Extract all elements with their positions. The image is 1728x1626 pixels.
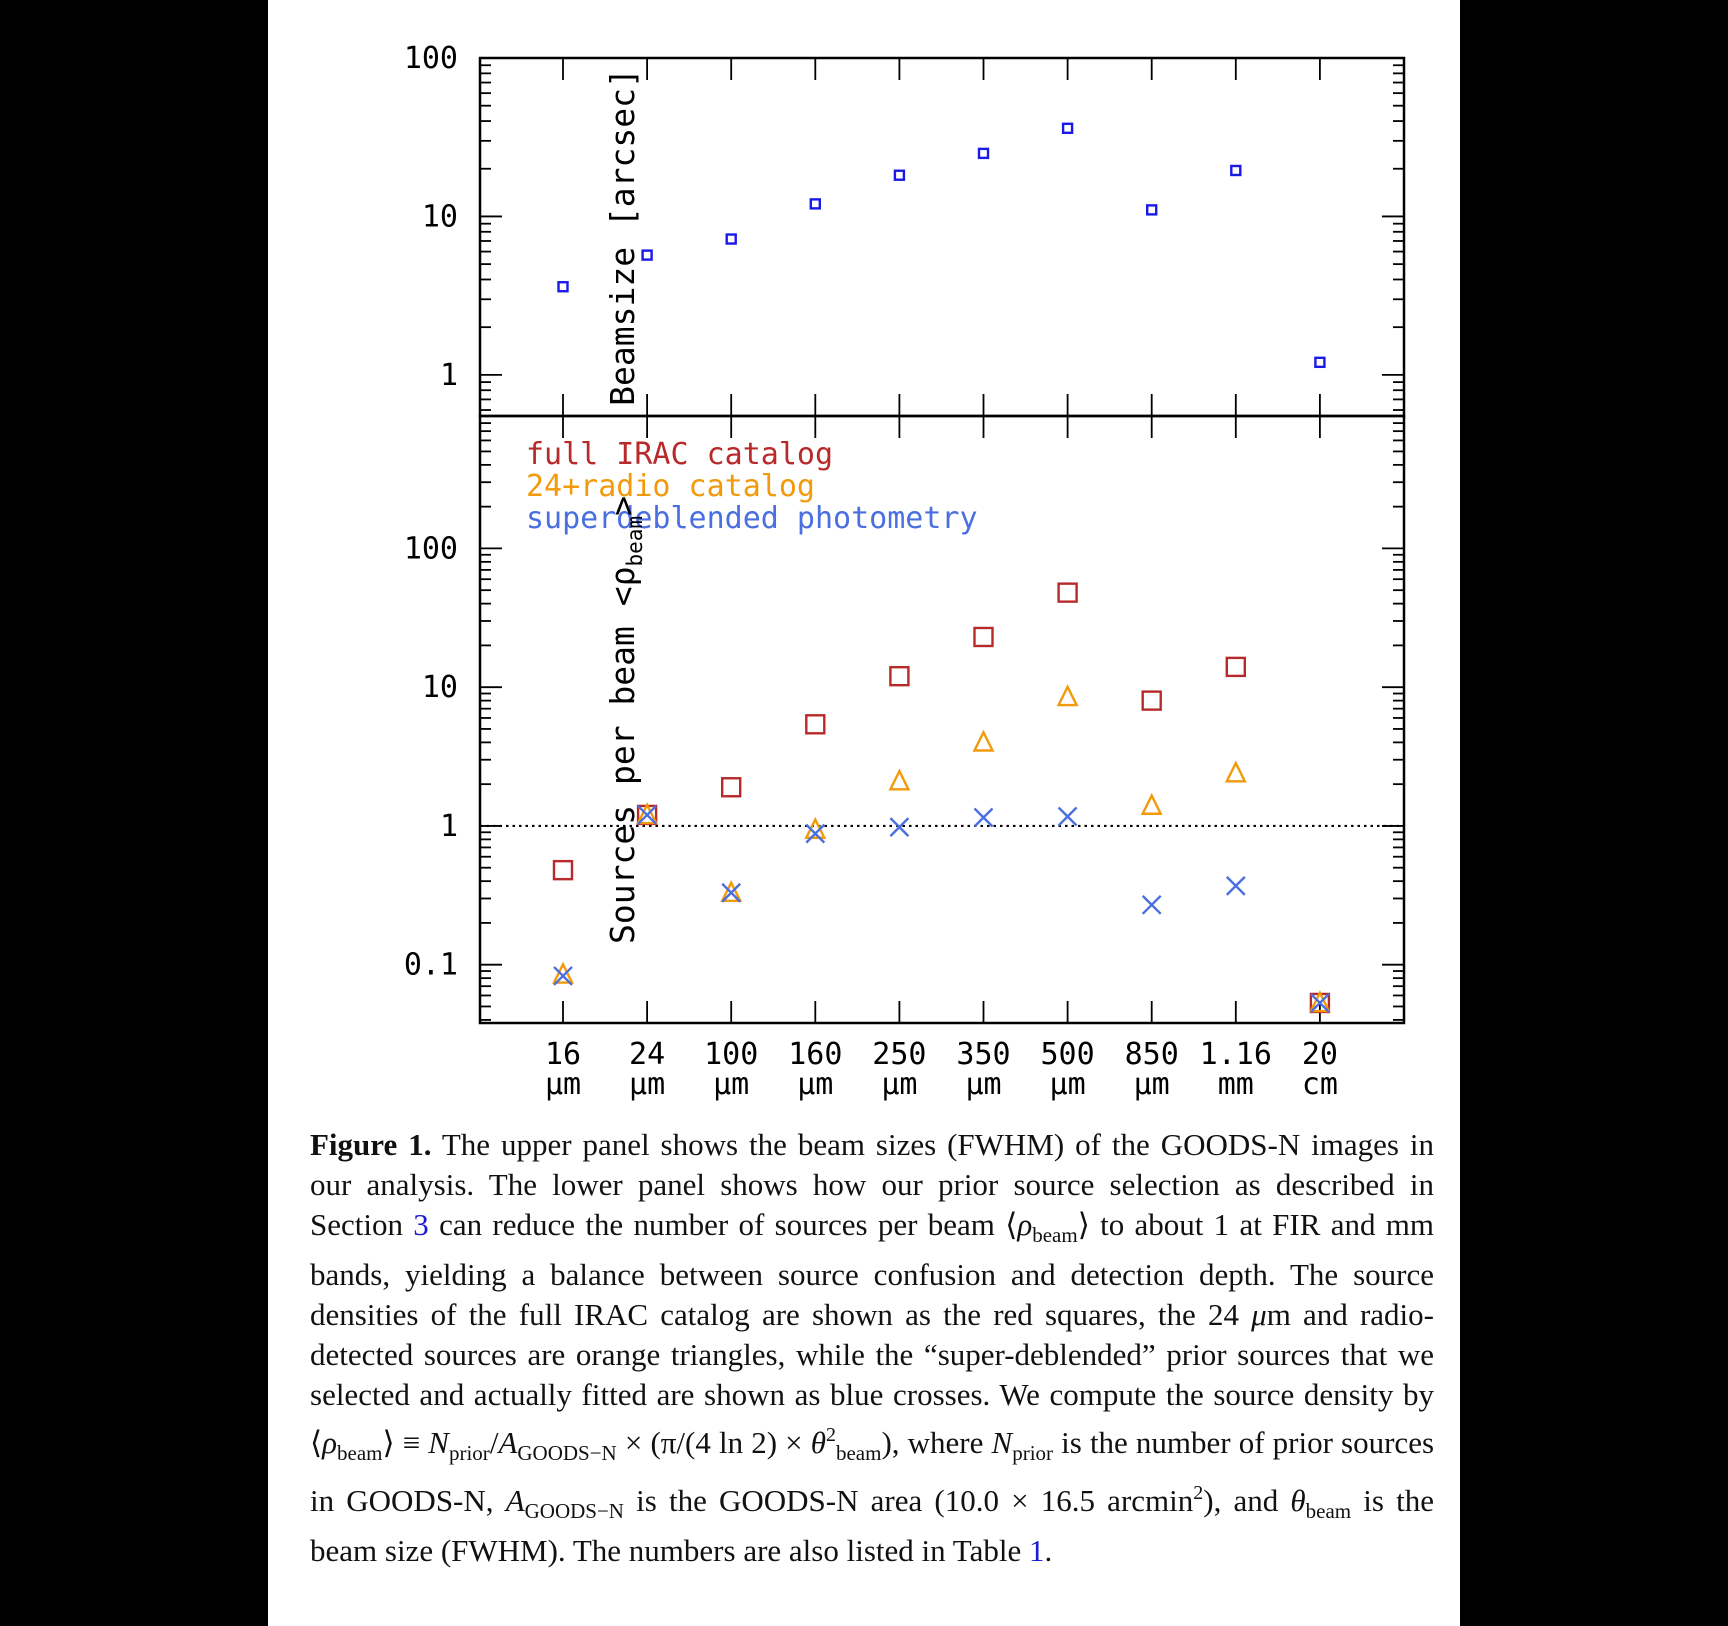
x-tick-unit: μm xyxy=(965,1067,1001,1102)
lower-y-tick-label: 100 xyxy=(404,531,458,566)
figure-chart: 100 10 1 100 10 1 0.1 full IRAC catalog24+radio… xyxy=(404,41,1406,1102)
lower-series2-point xyxy=(637,805,657,825)
x-tick-value: 250 xyxy=(872,1037,926,1072)
lower-series2-point xyxy=(1310,993,1330,1013)
lower-series2-point xyxy=(889,817,910,837)
upper-series0-point xyxy=(893,169,906,181)
x-tick-value: 16 xyxy=(545,1037,581,1072)
lower-series0-point xyxy=(1225,656,1246,678)
lower-series1-point xyxy=(720,879,743,903)
caption-label: Figure 1. xyxy=(310,1127,432,1162)
x-tick-unit: μm xyxy=(1134,1067,1170,1102)
lower-series1-point xyxy=(1140,792,1163,815)
upper-y-axis-title: Beamsize [arcsec] xyxy=(603,68,642,406)
upper-y-tick-label: 1 xyxy=(440,358,458,393)
lower-series2-point xyxy=(721,882,742,903)
lower-y-tick-label: 1 xyxy=(440,809,458,844)
figure-caption: Figure 1. The upper panel shows the beam… xyxy=(310,1127,1435,1568)
upper-series0-point xyxy=(1230,164,1242,177)
x-tick-value: 100 xyxy=(704,1037,758,1072)
lower-series1-point xyxy=(1308,990,1331,1013)
x-tick-value: 20 xyxy=(1302,1037,1338,1072)
upper-series0-point xyxy=(1146,204,1158,216)
x-tick-value: 350 xyxy=(956,1037,1010,1072)
lower-series0-point xyxy=(805,714,826,735)
lower-series1-point xyxy=(636,802,659,825)
upper-series0-point xyxy=(641,249,653,261)
lower-series1-point xyxy=(1056,684,1079,707)
lower-series0-point xyxy=(721,777,742,798)
x-tick-unit: cm xyxy=(1302,1067,1338,1102)
lower-series2-point xyxy=(1057,806,1078,827)
lower-series0-point xyxy=(973,626,994,648)
table-link[interactable]: 1 xyxy=(1028,1533,1045,1568)
x-tick-value: 160 xyxy=(788,1037,842,1072)
lower-series2-point xyxy=(1141,894,1162,915)
upper-series0-point xyxy=(1061,122,1074,134)
lower-series1-point xyxy=(972,729,995,752)
legend-entry-0: full IRAC catalog xyxy=(526,437,833,472)
x-tick-value: 500 xyxy=(1041,1037,1095,1072)
x-tick-value: 850 xyxy=(1125,1037,1179,1072)
lower-y-axis-title: Sources per beam <ρbeam> xyxy=(603,496,647,944)
upper-y-tick-label: 100 xyxy=(404,41,458,76)
upper-series0-point xyxy=(1314,356,1326,369)
x-tick-unit: μm xyxy=(545,1067,581,1102)
lower-y-tick-label: 0.1 xyxy=(404,948,458,983)
upper-series0-point xyxy=(809,198,821,210)
upper-y-tick-label: 10 xyxy=(422,199,458,234)
lower-series1-point xyxy=(1224,760,1247,783)
section-link[interactable]: 3 xyxy=(413,1207,429,1242)
lower-series0-point xyxy=(1057,582,1078,603)
x-tick-unit: μm xyxy=(797,1067,833,1102)
lower-series2-point xyxy=(1225,875,1246,896)
paper-page: 100 10 1 100 10 1 0.1 full IRAC catalog 24+radio… xyxy=(268,0,1460,1626)
lower-series2-point xyxy=(553,966,573,986)
lower-series0-point xyxy=(889,665,910,687)
x-tick-unit: μm xyxy=(713,1067,749,1102)
x-tick-unit: mm xyxy=(1218,1067,1254,1102)
x-tick-unit: μm xyxy=(881,1067,917,1102)
x-tick-unit: μm xyxy=(1050,1067,1086,1102)
x-tick-unit: μm xyxy=(629,1067,665,1102)
legend-entry-1: 24+radio catalog xyxy=(526,469,815,504)
x-tick-value: 24 xyxy=(629,1037,665,1072)
upper-series0-point xyxy=(557,281,569,293)
lower-series2-point xyxy=(805,823,826,844)
lower-series2-point xyxy=(973,807,994,828)
lower-y-tick-label: 10 xyxy=(422,670,458,705)
legend-entry-2: superdeblended photometry xyxy=(526,501,978,536)
lower-panel-frame xyxy=(478,414,1406,1025)
x-tick-value: 1.16 xyxy=(1200,1037,1272,1072)
upper-series0-point xyxy=(725,233,737,245)
lower-series1-point xyxy=(888,768,911,791)
upper-series0-point xyxy=(977,147,990,160)
lower-series0-point xyxy=(552,859,574,881)
lower-series0-point xyxy=(1141,690,1162,711)
lower-series1-point xyxy=(552,961,574,984)
